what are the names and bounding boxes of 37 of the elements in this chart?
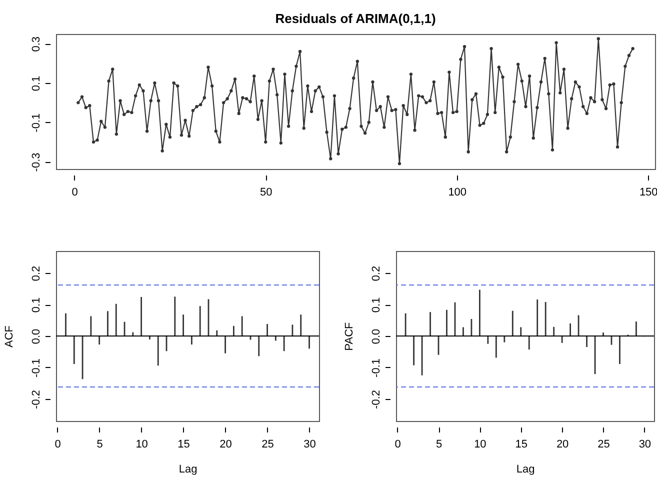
x-tick-label: 30 (638, 438, 652, 450)
x-tick-label: 10 (136, 438, 148, 450)
x-tick-label: 0 (394, 438, 401, 450)
y-axis-title: ACF (4, 325, 16, 348)
x-tick-label: 25 (262, 438, 274, 450)
y-tick-label: 0.1 (30, 76, 42, 92)
x-tick-label: 0 (54, 438, 61, 450)
y-tick-label: 0.3 (30, 36, 42, 52)
y-tick-label: 0.0 (370, 328, 382, 344)
x-tick-label: 0 (72, 186, 78, 198)
x-tick-label: 150 (639, 186, 657, 198)
x-axis-title: Lag (178, 464, 198, 476)
x-tick-label: 100 (448, 186, 467, 198)
x-tick-label: 5 (96, 438, 103, 450)
x-tick-label: 50 (260, 186, 272, 198)
y-tick-label: -0.1 (370, 358, 382, 378)
y-tick-label: 0.0 (30, 328, 42, 344)
y-tick-label: -0.1 (30, 358, 42, 378)
chart-title: Residuals of ARIMA(0,1,1) (275, 11, 436, 26)
y-tick-label: 0.1 (30, 297, 42, 313)
y-tick-label: 0.2 (370, 266, 382, 282)
x-tick-label: 20 (556, 438, 569, 450)
x-tick-label: 10 (474, 438, 486, 450)
y-tick-label: -0.2 (370, 390, 382, 409)
y-tick-label: -0.1 (30, 113, 42, 132)
y-axis-title: PACF (344, 322, 356, 351)
y-tick-label: -0.3 (30, 152, 42, 172)
x-tick-label: 5 (436, 438, 442, 450)
y-tick-label: 0.1 (370, 297, 382, 313)
x-axis-title: Lag (516, 464, 535, 476)
x-tick-label: 15 (178, 438, 190, 450)
x-tick-label: 15 (515, 438, 528, 450)
x-tick-label: 20 (220, 438, 232, 450)
y-tick-label: 0.2 (30, 266, 42, 282)
x-tick-label: 30 (304, 438, 316, 450)
y-tick-label: -0.2 (30, 390, 42, 409)
x-tick-label: 25 (598, 438, 610, 450)
